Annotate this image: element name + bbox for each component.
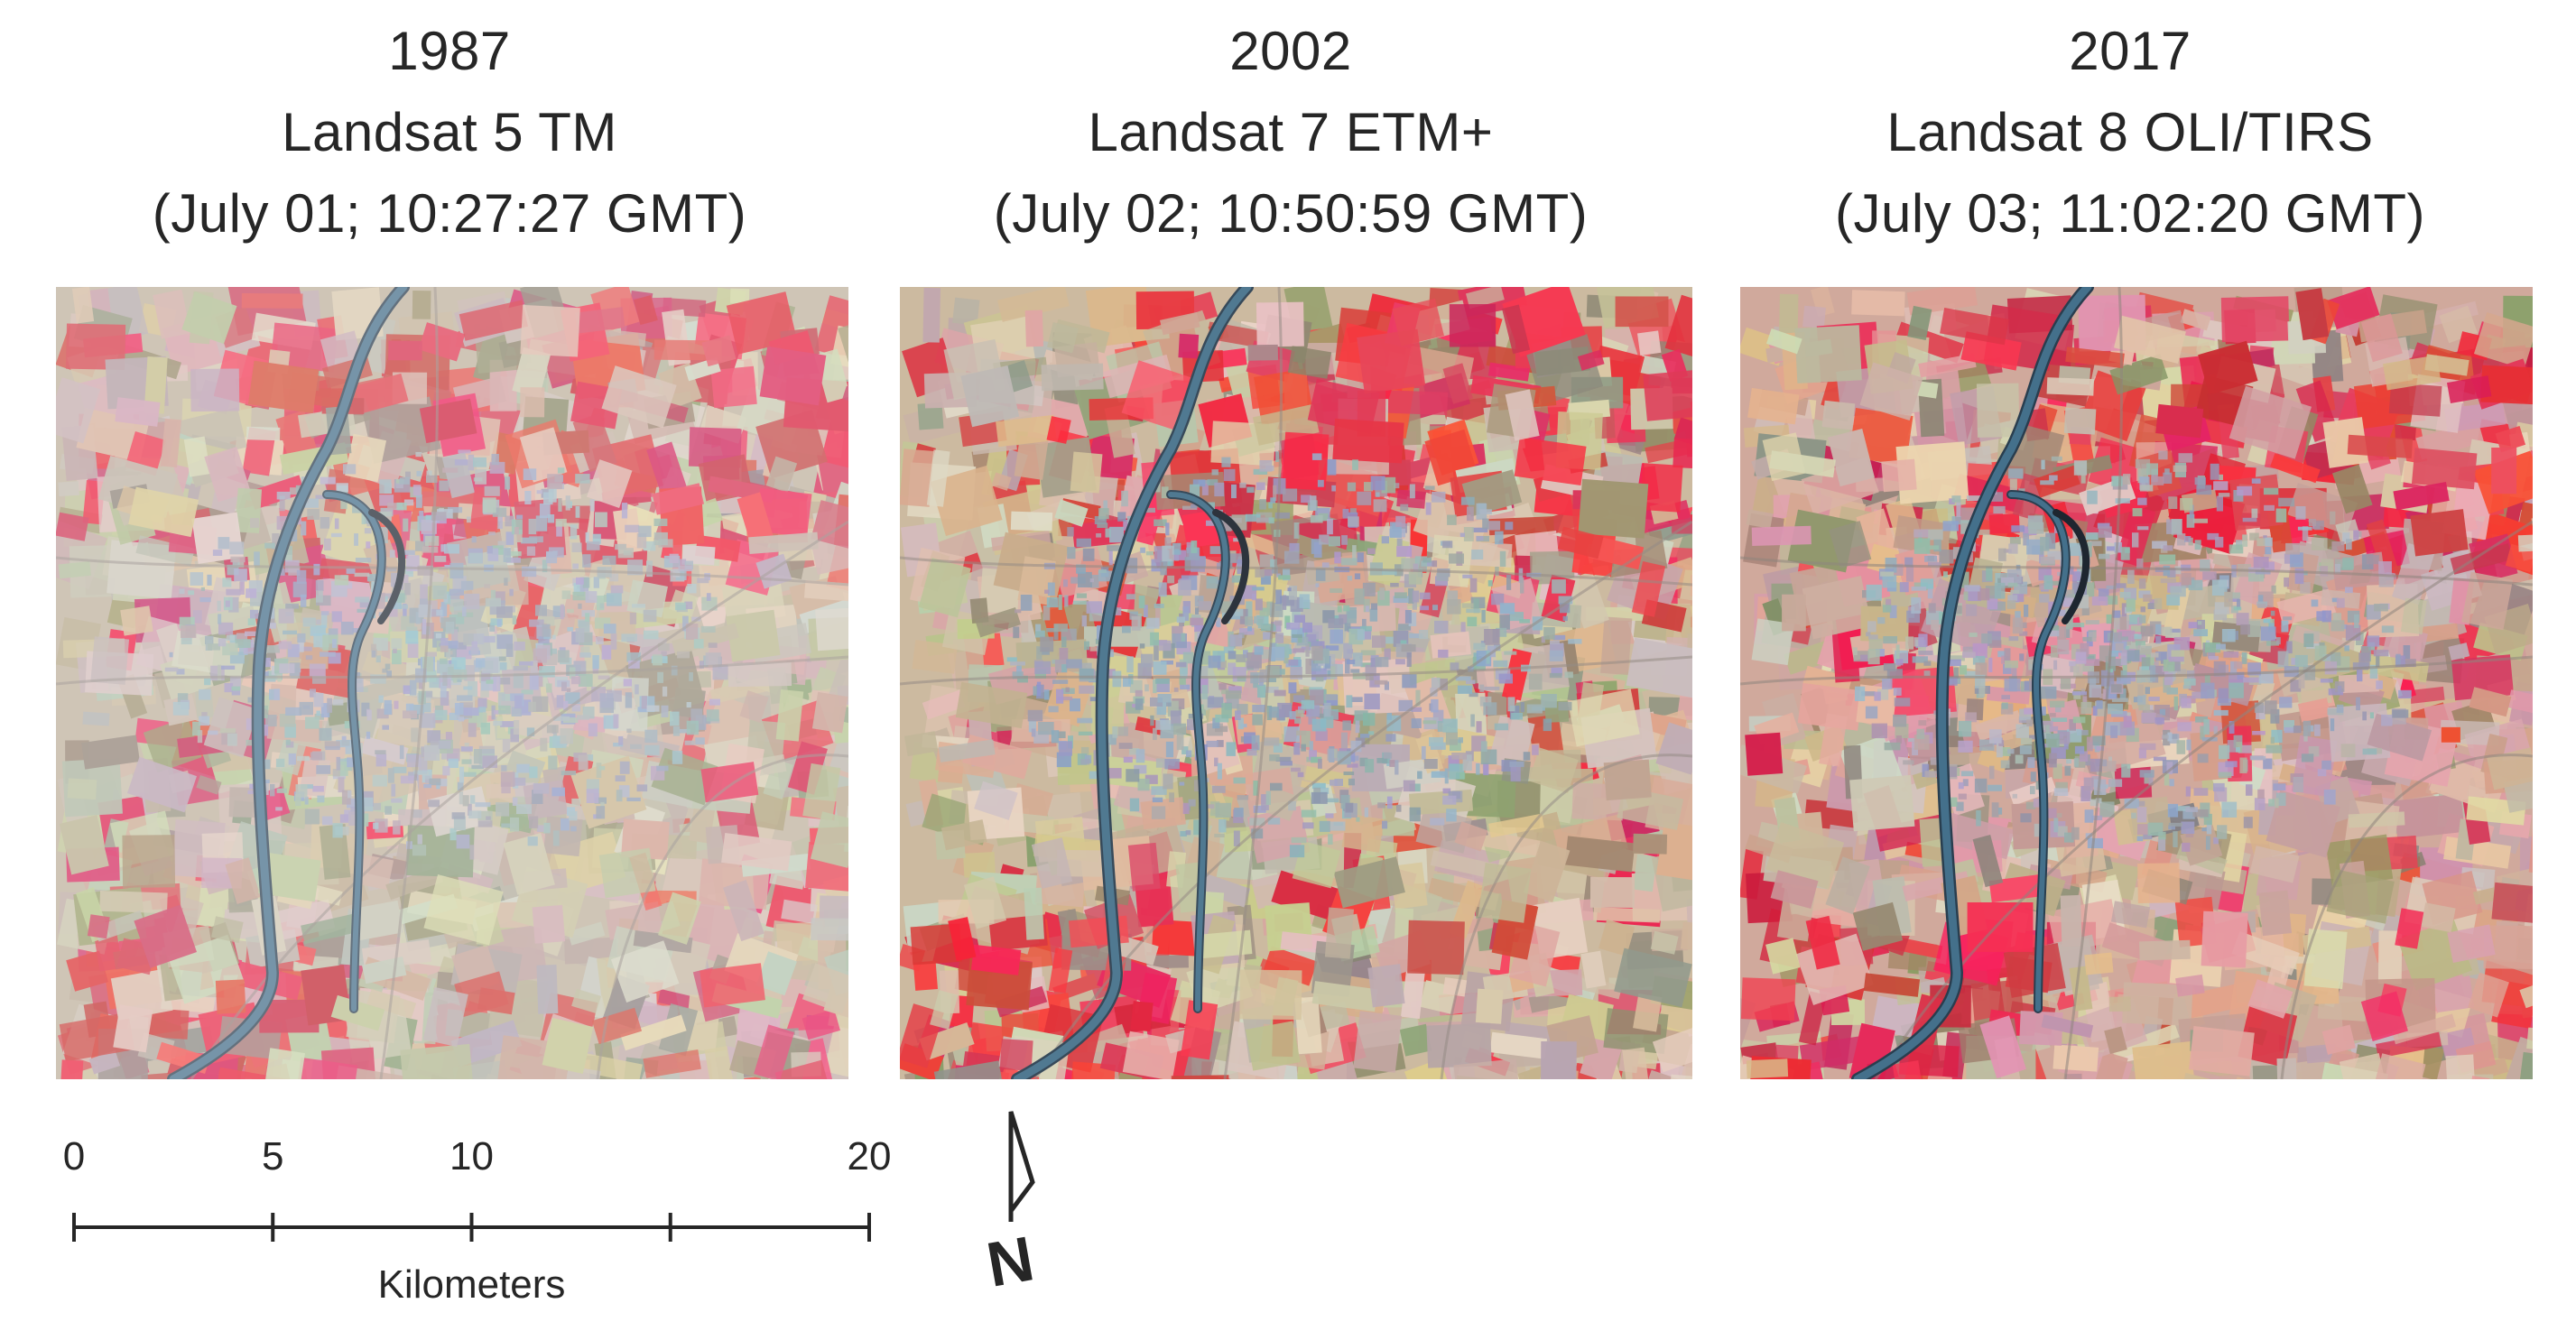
panel-sensor: Landsat 7 ETM+ <box>1088 102 1494 162</box>
panel-year: 2017 <box>2069 21 2191 81</box>
satellite-map-2002 <box>900 287 1692 1079</box>
scale-bar-tick-label: 10 <box>449 1134 494 1178</box>
north-arrow-icon: N <box>975 1103 1047 1301</box>
panel-header-2002: 2002 Landsat 7 ETM+ (July 02; 10:50:59 G… <box>894 11 1688 254</box>
scale-bar-unit: Kilometers <box>378 1262 566 1307</box>
scale-bar-tick-label: 20 <box>848 1134 892 1178</box>
panel-sensor: Landsat 8 OLI/TIRS <box>1886 102 2374 162</box>
panel-year: 2002 <box>1229 21 1352 81</box>
panel-year: 1987 <box>388 21 511 81</box>
panel-acquisition: (July 03; 11:02:20 GMT) <box>1835 183 2425 244</box>
panel-sensor: Landsat 5 TM <box>282 102 617 162</box>
panel-acquisition: (July 02; 10:50:59 GMT) <box>993 183 1589 244</box>
north-arrow-label: N <box>982 1223 1039 1300</box>
panel-acquisition: (July 01; 10:27:27 GMT) <box>152 183 747 244</box>
satellite-map-2017 <box>1740 287 2533 1079</box>
panel-header-2017: 2017 Landsat 8 OLI/TIRS (July 03; 11:02:… <box>1733 11 2527 254</box>
scale-bar: 0 5 10 20 Kilometers <box>36 1119 903 1326</box>
scale-bar-tick-label: 5 <box>262 1134 283 1178</box>
satellite-map-1987 <box>56 287 848 1079</box>
scale-bar-tick-label: 0 <box>63 1134 85 1178</box>
panel-header-1987: 1987 Landsat 5 TM (July 01; 10:27:27 GMT… <box>52 11 847 254</box>
